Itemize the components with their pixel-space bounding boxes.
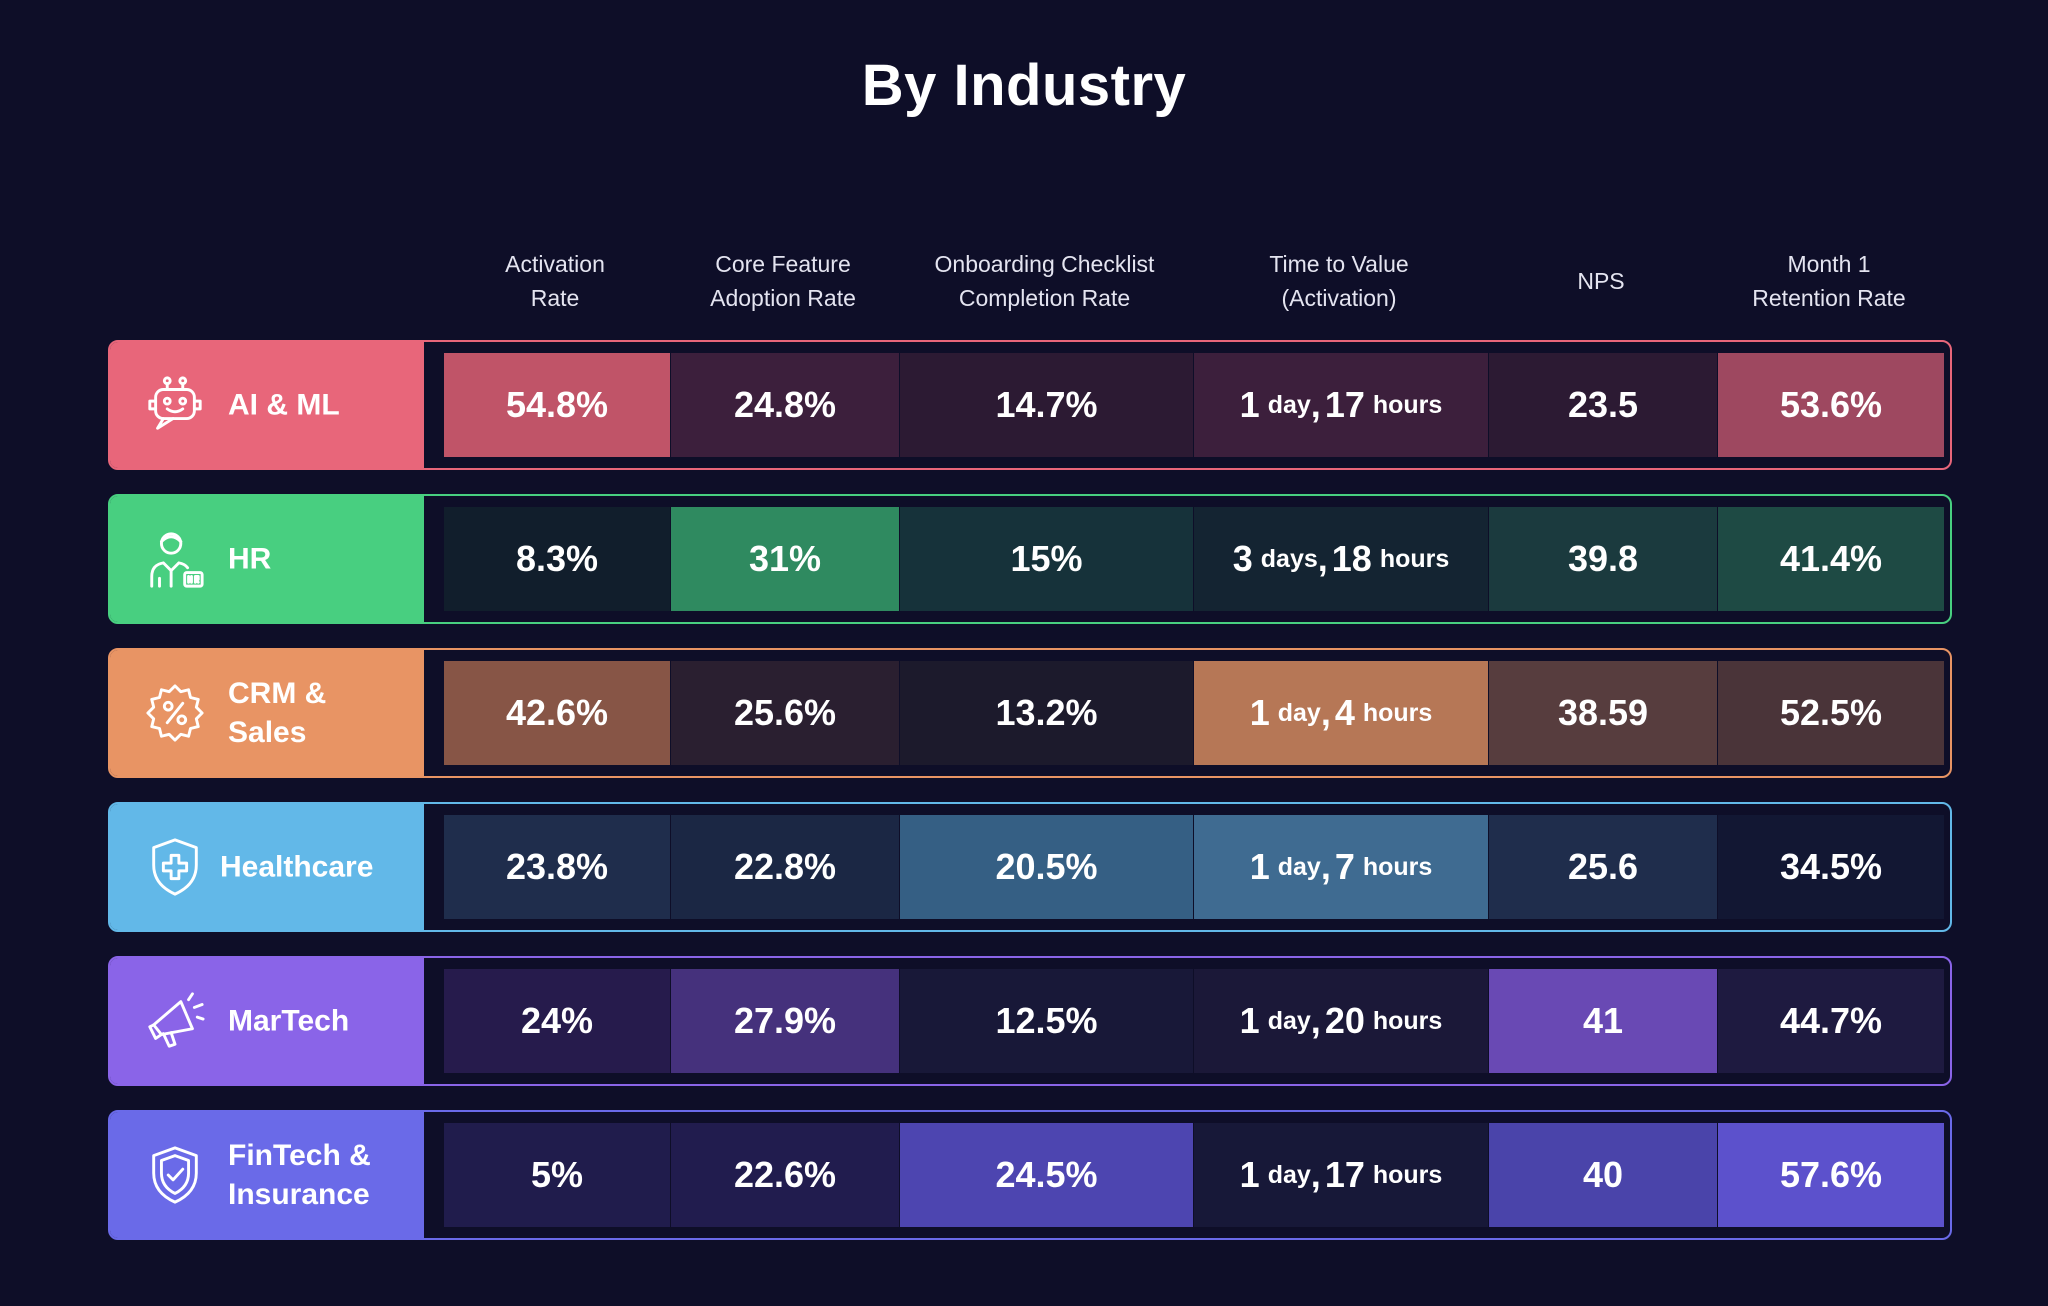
separator: , [1310,384,1321,425]
industry-row: AI & ML 54.8% 24.8% 14.7% 1 day, 17 hours 23.5 5… [108,340,1952,470]
time-number: 1 [1249,692,1270,733]
metric-cell: 25.6% [671,661,899,765]
time-unit: hours [1372,1006,1443,1035]
metric-cell: 1 day, 17 hours [1194,1123,1488,1227]
industry-name: HR [228,542,272,576]
industry-name: FinTech & Insurance [228,1139,371,1211]
metric-cell: 24.8% [671,353,899,457]
industry-label: FinTech & Insurance [110,1112,424,1238]
shield-check-icon [144,1144,206,1206]
metric-cell: 22.8% [671,815,899,919]
time-unit: hours [1362,698,1433,727]
metric-cell: 20.5% [900,815,1193,919]
column-header: Onboarding Checklist Completion Rate [934,251,1155,311]
metric-cell: 14.7% [900,353,1193,457]
metric-cell: 12.5% [900,969,1193,1073]
time-number: 20 [1324,1000,1365,1041]
column-header: Time to Value (Activation) [1269,251,1409,311]
metric-cell: 57.6% [1718,1123,1944,1227]
industry-label: MarTech [110,958,424,1084]
metric-cell: 23.5 [1489,353,1717,457]
metric-cell: 24% [444,969,670,1073]
time-unit: days [1260,544,1318,573]
time-number: 17 [1324,384,1365,425]
time-unit: day [1277,698,1321,727]
shield-plus-icon [144,836,206,898]
column-header: NPS [1577,268,1625,294]
page-title: By Industry [861,53,1187,118]
robot-icon [144,374,206,436]
separator: , [1317,538,1328,579]
separator: , [1310,1000,1321,1041]
industry-row: FinTech & Insurance 5% 22.6% 24.5% 1 day, 17 h… [108,1110,1952,1240]
metric-cell: 23.8% [444,815,670,919]
hr-person-icon [144,528,206,590]
industry-label: CRM & Sales [110,650,424,776]
industry-row: CRM & Sales 42.6% 25.6% 13.2% 1 day, 4 hours 38… [108,648,1952,778]
metric-cell: 15% [900,507,1193,611]
time-unit: hours [1372,1160,1443,1189]
metric-cell: 44.7% [1718,969,1944,1073]
metric-cell: 1 day, 7 hours [1194,815,1488,919]
metric-cell: 53.6% [1718,353,1944,457]
time-unit: day [1267,1006,1311,1035]
separator: , [1310,1154,1321,1195]
percent-badge-icon [144,682,206,744]
metric-cell: 25.6 [1489,815,1717,919]
industry-row: MarTech 24% 27.9% 12.5% 1 day, 20 hours 41 44.7% [108,956,1952,1086]
metric-cell: 38.59 [1489,661,1717,765]
industry-row: HR 8.3% 31% 15% 3 days, 18 hours 39.8 41.4% [108,494,1952,624]
metric-cell: 1 day, 17 hours [1194,353,1488,457]
metric-cell: 3 days, 18 hours [1194,507,1488,611]
megaphone-icon [144,990,206,1052]
time-number: 4 [1334,692,1355,733]
separator: , [1320,846,1331,887]
metric-cell: 40 [1489,1123,1717,1227]
industry-name: CRM & Sales [228,677,327,749]
time-number: 1 [1239,1000,1260,1041]
time-number: 3 [1232,538,1253,579]
separator: , [1320,692,1331,733]
time-number: 1 [1239,1154,1260,1195]
metric-cell: 24.5% [900,1123,1193,1227]
metric-cell: 8.3% [444,507,670,611]
industry-name: Healthcare [220,850,374,884]
industry-label: Healthcare [110,804,424,930]
metric-cell: 41 [1489,969,1717,1073]
industry-label: AI & ML [110,342,424,468]
column-header: Month 1 Retention Rate [1752,251,1906,311]
metric-cell: 41.4% [1718,507,1944,611]
column-header: Core Feature Adoption Rate [710,251,856,311]
metric-cell: 31% [671,507,899,611]
metric-cell: 54.8% [444,353,670,457]
time-unit: hours [1379,544,1450,573]
metric-cell: 1 day, 20 hours [1194,969,1488,1073]
metric-cell: 34.5% [1718,815,1944,919]
column-header: Activation Rate [505,251,605,311]
metric-cell: 42.6% [444,661,670,765]
metric-cell: 27.9% [671,969,899,1073]
time-number: 18 [1331,538,1372,579]
metric-cell: 1 day, 4 hours [1194,661,1488,765]
time-unit: day [1267,390,1311,419]
time-number: 1 [1239,384,1260,425]
industry-name: AI & ML [228,388,340,422]
time-number: 7 [1334,846,1355,887]
time-unit: hours [1372,390,1443,419]
industry-row: Healthcare 23.8% 22.8% 20.5% 1 day, 7 hours 25.… [108,802,1952,932]
metric-cell: 5% [444,1123,670,1227]
metric-cell: 39.8 [1489,507,1717,611]
time-number: 1 [1249,846,1270,887]
time-unit: day [1277,852,1321,881]
time-number: 17 [1324,1154,1365,1195]
industry-name: MarTech [228,1004,350,1038]
time-unit: day [1267,1160,1311,1189]
time-unit: hours [1362,852,1433,881]
metric-cell: 22.6% [671,1123,899,1227]
metric-cell: 13.2% [900,661,1193,765]
metric-cell: 52.5% [1718,661,1944,765]
industry-label: HR [110,496,424,622]
